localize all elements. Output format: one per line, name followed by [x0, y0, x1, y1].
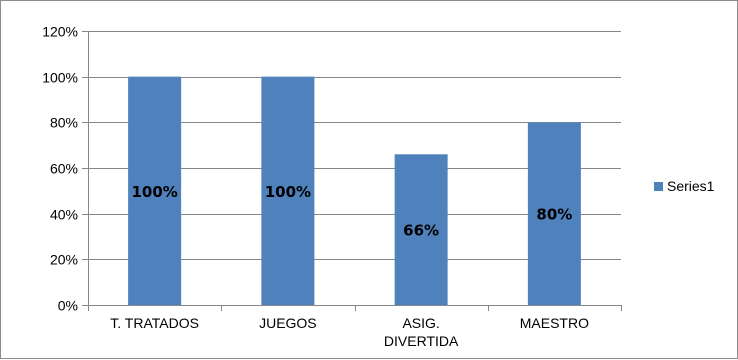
- x-tick-label: JUEGOS: [259, 315, 317, 331]
- legend-label: Series1: [667, 178, 715, 194]
- y-tick-label: 40%: [50, 207, 78, 223]
- bar: [128, 76, 182, 306]
- bar: [261, 76, 315, 306]
- x-tick-label: ASIG. DIVERTIDA: [384, 315, 459, 349]
- y-tick-label: 20%: [50, 252, 78, 268]
- labels: 0% 20% 40% 60% 80% 100% 120% 100% T. TRATADOS 100…: [42, 24, 589, 350]
- x-tick-label: T. TRATADOS: [110, 315, 199, 331]
- bar: [394, 154, 448, 305]
- data-label: 100%: [131, 183, 177, 201]
- data-label: 100%: [265, 183, 311, 201]
- legend: Series1: [654, 178, 715, 194]
- y-tick-label: 80%: [50, 115, 78, 131]
- data-label: 80%: [536, 206, 572, 224]
- legend-swatch: [654, 182, 663, 191]
- y-tick-label: 60%: [50, 161, 78, 177]
- y-tick-label: 0%: [58, 298, 78, 314]
- axes: [82, 31, 622, 311]
- y-tick-label: 120%: [42, 24, 78, 40]
- x-tick-label: MAESTRO: [520, 315, 589, 331]
- data-label: 66%: [403, 222, 439, 240]
- bars: [128, 76, 581, 306]
- bar: [527, 122, 581, 305]
- y-tick-label: 100%: [42, 70, 78, 86]
